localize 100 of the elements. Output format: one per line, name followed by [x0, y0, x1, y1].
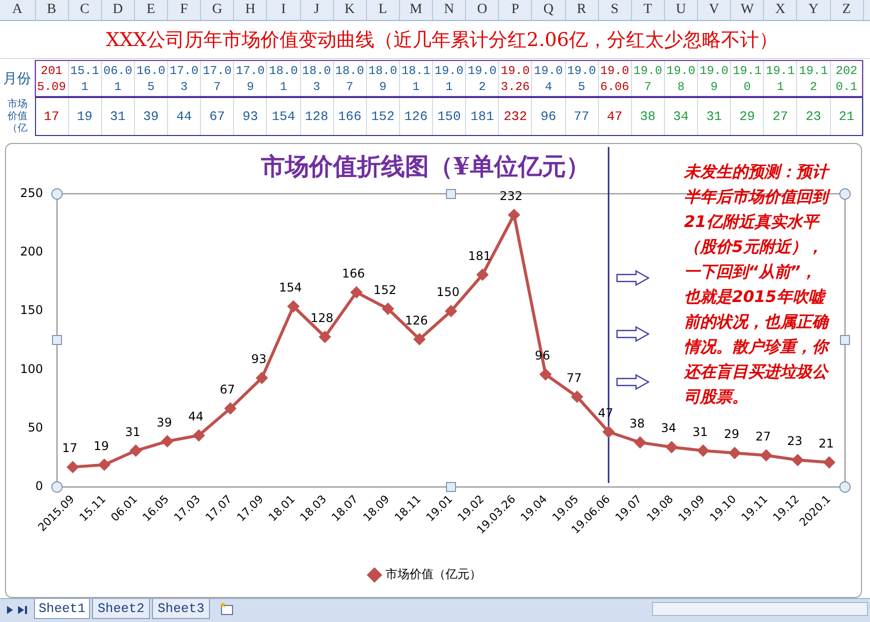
- point: [760, 449, 772, 462]
- text: Y: [808, 2, 818, 18]
- data-label: 39: [143, 109, 159, 124]
- category-label: 19.10: [732, 62, 762, 94]
- y-tick-label: 250: [20, 186, 43, 200]
- point: [256, 372, 268, 384]
- data-label: 38: [629, 416, 645, 431]
- data-label: 34: [661, 421, 676, 436]
- data-label: 23: [787, 434, 802, 448]
- category-label: 19.06.06: [600, 62, 630, 94]
- data-label: 154: [272, 109, 296, 124]
- data-label: 154: [278, 280, 302, 295]
- y-tick-label: 100: [20, 362, 43, 376]
- point: [602, 426, 615, 438]
- data-label: 21: [818, 436, 834, 450]
- category-label: 17.07: [202, 62, 232, 94]
- data-label: 31: [110, 109, 126, 124]
- data-label: 29: [739, 109, 755, 124]
- y-tick-label: 0: [35, 479, 43, 494]
- data-label: 232: [504, 109, 528, 124]
- point: [318, 330, 331, 343]
- data-label: 27: [772, 109, 788, 124]
- data-label: 21: [838, 109, 854, 124]
- text: N: [444, 2, 454, 18]
- legend-label: 市场价值（亿元）: [386, 567, 482, 582]
- data-label: 31: [706, 109, 722, 124]
- category-label: 16.05: [136, 62, 166, 94]
- data-label: 166: [338, 109, 362, 124]
- text: K: [344, 2, 355, 18]
- data-label: 77: [574, 109, 590, 124]
- y-tick-label: 50: [28, 420, 43, 434]
- y-tick-label: 150: [20, 303, 43, 318]
- text: C: [80, 2, 90, 18]
- text: J: [314, 2, 320, 18]
- data-label: 77: [566, 370, 582, 385]
- data-label: 128: [310, 311, 334, 326]
- text: P: [511, 2, 520, 18]
- category-label: 18.03: [302, 62, 332, 94]
- data-label: 38: [640, 109, 656, 124]
- category-label: 15.11: [70, 62, 100, 94]
- data-label: 166: [342, 266, 365, 280]
- category-label: 19.01: [434, 62, 464, 94]
- chart-title: 市场价值折线图（¥单位亿元）: [260, 152, 590, 181]
- category-label: 19.08: [666, 62, 696, 94]
- point: [130, 444, 142, 457]
- point: [66, 461, 79, 474]
- text: D: [112, 2, 123, 18]
- data-label: 44: [188, 410, 204, 424]
- data-label: 17: [62, 441, 78, 456]
- data-label: 96: [540, 109, 556, 124]
- point: [666, 441, 678, 454]
- text: A: [12, 2, 22, 18]
- point: [728, 446, 741, 459]
- point: [224, 402, 236, 414]
- data-label: 150: [437, 109, 461, 124]
- category-label: 18.07: [334, 62, 365, 94]
- point: [823, 456, 836, 468]
- point: [697, 444, 710, 457]
- text: E: [146, 2, 156, 18]
- point: [476, 268, 489, 281]
- data-label: 150: [436, 285, 460, 300]
- text: 月份: [3, 70, 31, 88]
- text: XXX公司历年市场价值变动曲线（近几年累计分红2.06亿，分红太少忽略不计）: [106, 28, 778, 52]
- text: V: [709, 2, 720, 18]
- category-label: 06.01: [102, 62, 133, 94]
- text: Q: [543, 2, 554, 18]
- data-label: 39: [156, 415, 172, 430]
- category-label: 19.12: [798, 62, 828, 94]
- point: [161, 435, 174, 448]
- data-label: 126: [405, 313, 428, 328]
- data-label: 19: [94, 438, 109, 453]
- data-label: 93: [242, 109, 258, 124]
- point: [287, 300, 300, 312]
- category-label: 19.11: [765, 62, 796, 94]
- category-label: 19.03.26: [500, 62, 530, 94]
- text: Z: [842, 2, 851, 18]
- point: [571, 390, 584, 403]
- data-label: 34: [673, 109, 689, 124]
- category-label: 18.11: [400, 62, 431, 94]
- data-label: 31: [692, 424, 708, 439]
- point: [445, 305, 457, 318]
- category-label: 19.05: [566, 62, 597, 94]
- text: S: [610, 2, 619, 18]
- data-label: 93: [251, 352, 267, 366]
- data-label: 17: [44, 109, 60, 124]
- text: H: [245, 2, 256, 18]
- text: O: [477, 2, 488, 18]
- y-tick-label: 200: [20, 244, 43, 259]
- text: 市场价值（亿: [6, 98, 28, 134]
- category-label: 2015.09: [36, 62, 67, 94]
- point: [540, 368, 552, 380]
- text: B: [46, 2, 56, 18]
- point: [382, 302, 394, 315]
- text: M: [410, 2, 422, 18]
- text: W: [740, 2, 754, 18]
- point: [192, 429, 205, 442]
- text: F: [180, 2, 188, 18]
- point: [634, 436, 646, 448]
- data-label: 232: [500, 189, 522, 204]
- text: L: [378, 2, 388, 18]
